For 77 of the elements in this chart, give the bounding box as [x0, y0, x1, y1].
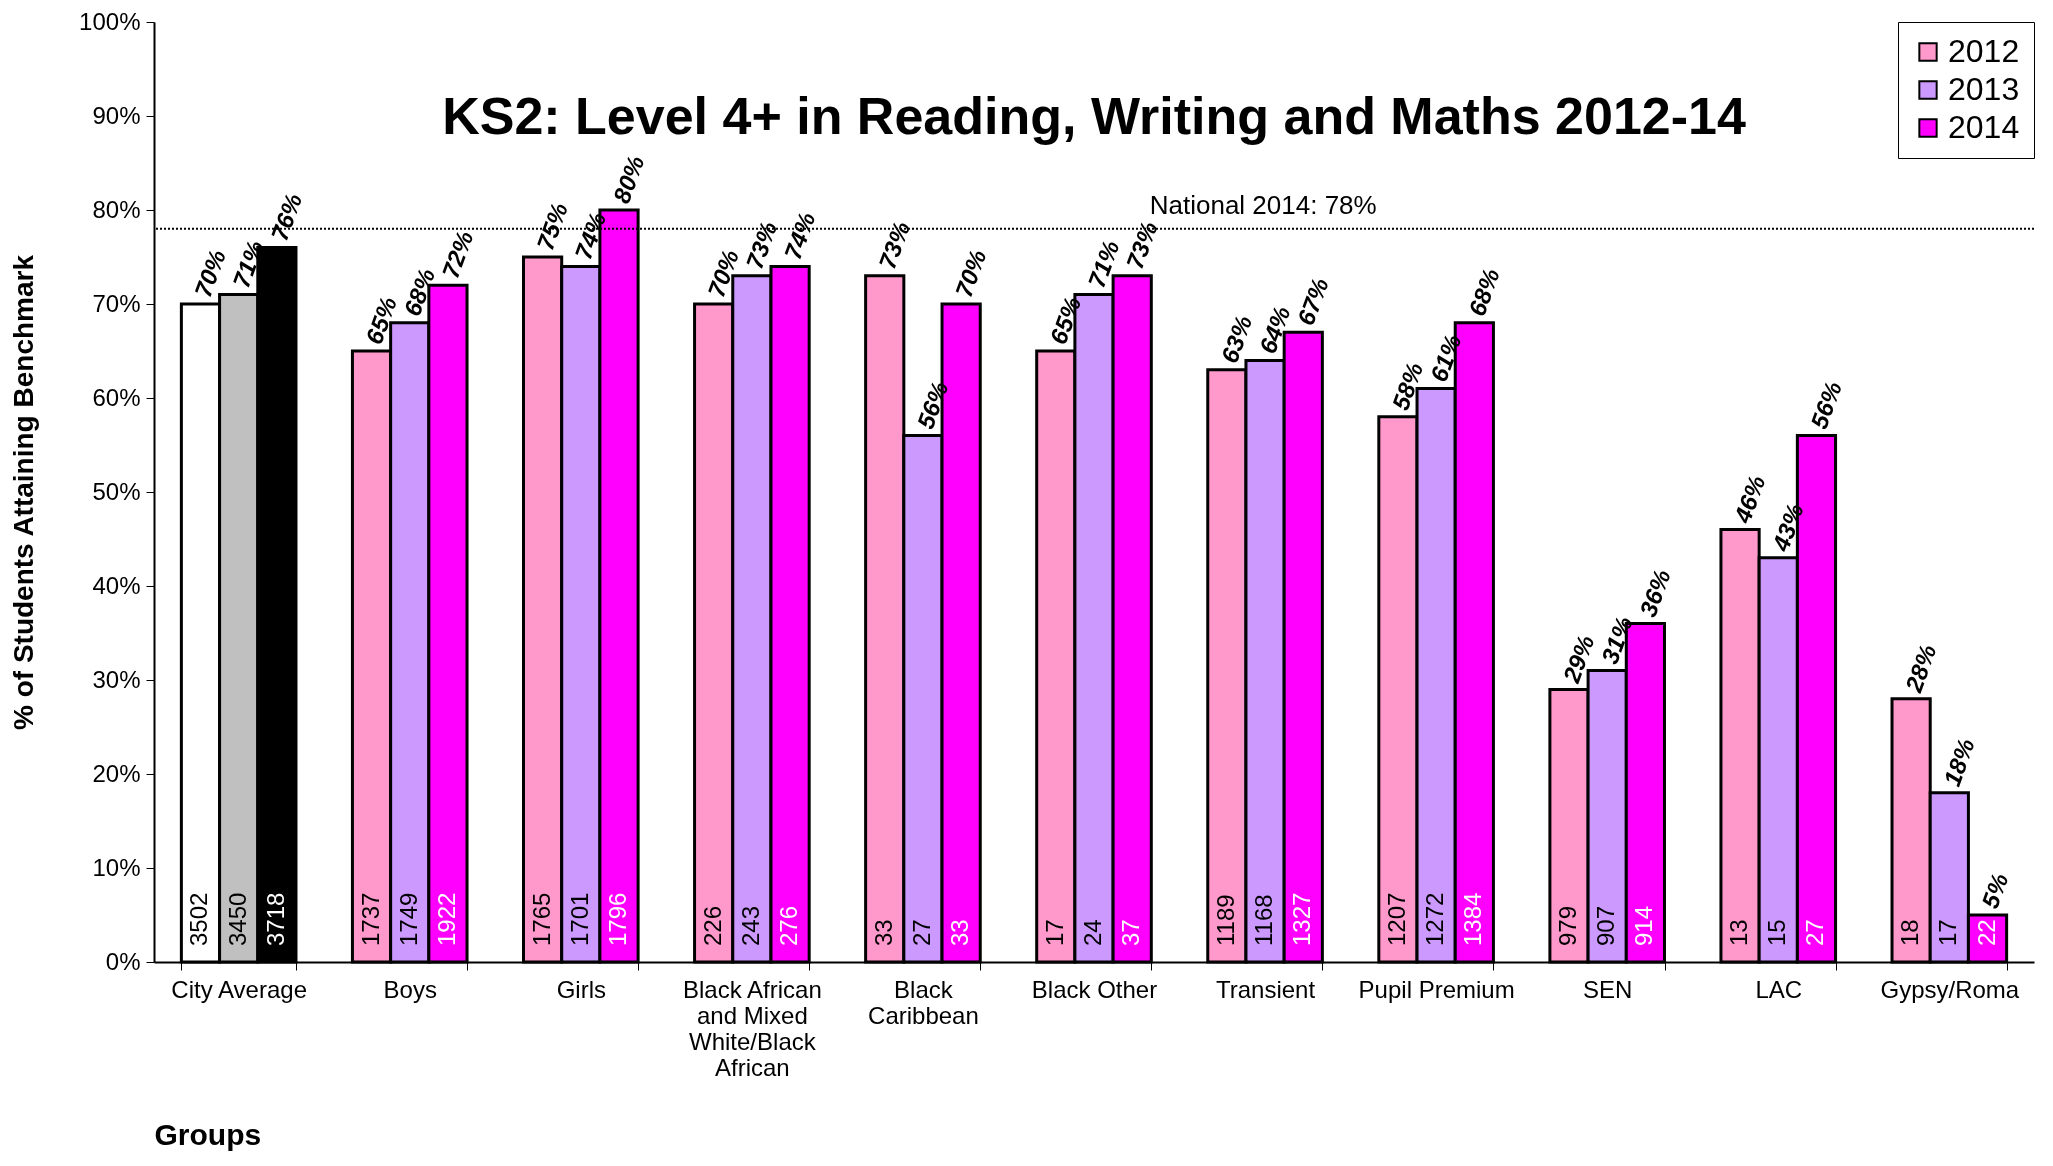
data-label: 18% [1937, 735, 1980, 790]
y-tick-label: 100% [79, 7, 141, 35]
annotation: 3718 [261, 892, 289, 946]
annotation: 1327 [1288, 892, 1316, 946]
data-label: 70% [949, 246, 992, 301]
y-tick-label: 90% [92, 101, 141, 129]
data-label: 68% [1462, 265, 1505, 320]
data-label: 56% [911, 377, 954, 433]
y-tick-label: 0% [105, 947, 141, 975]
y-tick-label: 70% [92, 289, 141, 317]
y-tick-label: 50% [92, 477, 141, 505]
annotation: 33 [946, 919, 974, 946]
x-tick-label: Black Caribbean [868, 975, 979, 1029]
annotation: 13 [1725, 919, 1753, 946]
data-label: 56% [1805, 377, 1847, 433]
data-label: 75% [531, 199, 574, 254]
x-tick-label: Black Other [1031, 975, 1158, 1003]
data-label: 76% [265, 189, 308, 245]
x-tick-label: LAC [1755, 975, 1803, 1003]
annotation: 1737 [356, 892, 384, 946]
annotation: 1189 [1211, 894, 1239, 946]
annotation: 3450 [223, 892, 251, 946]
annotation: 1796 [604, 892, 632, 946]
annotation: 1272 [1421, 892, 1449, 946]
y-tick-label: 60% [92, 383, 141, 411]
annotation: 37 [1117, 919, 1145, 946]
annotation: 226 [698, 905, 726, 946]
legend-label: 2014 [1948, 109, 2020, 145]
text: KS2: Level 4+ in Reading, Writing and Maths 2012-14 [442, 87, 1746, 145]
annotation: 276 [775, 905, 803, 946]
annotation: 1765 [527, 892, 555, 946]
x-tick-label: Boys [383, 975, 437, 1003]
annotation: 27 [1801, 919, 1829, 946]
data-label: 65% [1044, 293, 1087, 348]
data-label: 73% [873, 218, 916, 273]
ref-line-label: National 2014: 78% [1149, 189, 1377, 220]
annotation: 1749 [394, 892, 422, 946]
y-axis-title: % of Students Attaining Benchmark [8, 254, 40, 731]
annotation: 979 [1553, 905, 1581, 946]
annotation: 24 [1079, 919, 1106, 946]
x-tick-label: Girls [556, 975, 606, 1003]
x-tick-label: SEN [1583, 975, 1633, 1003]
annotation: 18 [1896, 919, 1924, 946]
data-label: 80% [607, 152, 650, 207]
legend-label: 2013 [1948, 71, 2020, 107]
annotation: 1168 [1250, 894, 1278, 946]
x-tick-label: Black African and Mixed White/Black African [683, 975, 822, 1081]
annotation: 1207 [1382, 892, 1410, 946]
annotation: 17 [1040, 919, 1068, 946]
annotation: 27 [907, 919, 935, 946]
y-tick-label: 80% [92, 195, 141, 223]
x-tick-label: Pupil Premium [1358, 975, 1515, 1003]
annotation: 17 [1934, 919, 1962, 946]
data-label: 36% [1634, 565, 1676, 621]
data-label: 29% [1557, 631, 1600, 687]
legend-label: 2012 [1948, 33, 2020, 69]
annotation: 907 [1592, 905, 1620, 946]
data-label: 28% [1899, 641, 1942, 697]
y-tick-label: 10% [92, 853, 141, 881]
y-tick-label: 40% [92, 571, 141, 599]
data-label: 70% [189, 246, 231, 301]
annotation: 1384 [1459, 892, 1487, 946]
annotation: 1922 [432, 892, 460, 946]
annotation: 3502 [185, 892, 213, 946]
x-tick-label: Gypsy/Roma [1880, 975, 2020, 1003]
annotation: 1701 [565, 892, 593, 946]
x-tick-label: Transient [1215, 975, 1316, 1003]
y-tick-label: 30% [92, 665, 141, 693]
data-label: 5% [1976, 869, 2014, 912]
annotation: 22 [1972, 919, 2000, 946]
y-tick-label: 20% [92, 759, 141, 787]
annotation: 33 [869, 919, 897, 946]
annotation: 243 [736, 905, 764, 946]
x-tick-label: City Average [171, 975, 307, 1003]
annotation: 15 [1763, 919, 1791, 946]
x-axis-title: Groups [154, 1117, 262, 1151]
annotation: 914 [1630, 905, 1658, 946]
